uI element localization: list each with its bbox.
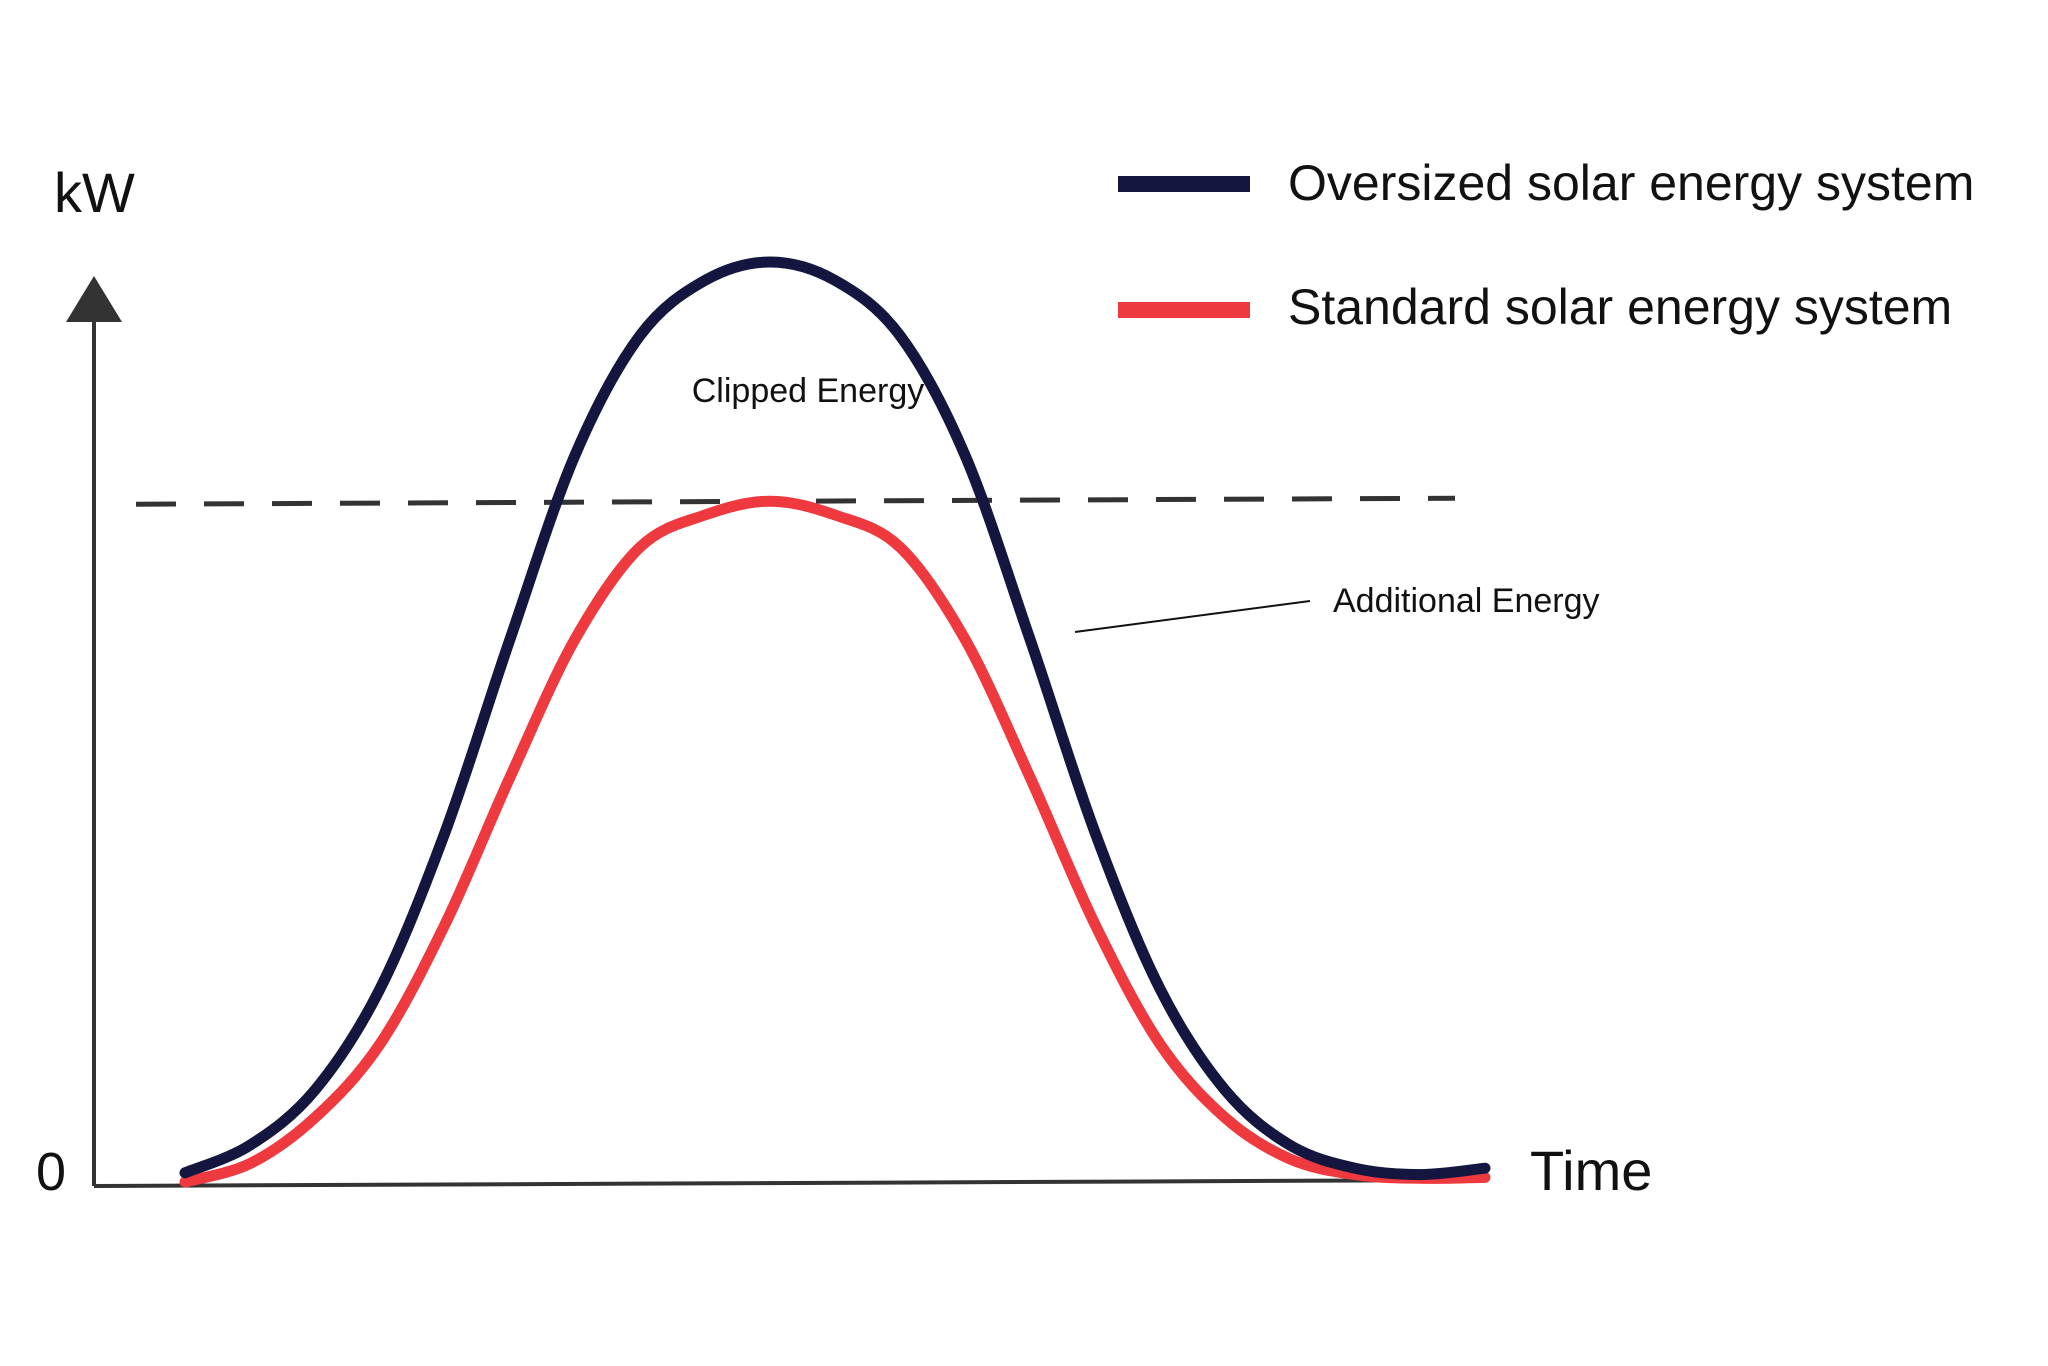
legend: Oversized solar energy system Standard s… — [1118, 155, 1974, 335]
clipping-threshold-line — [135, 495, 1456, 507]
series-line-oversized — [179, 256, 1491, 1181]
x-axis — [93, 1178, 1486, 1188]
additional-energy-leader — [1074, 600, 1311, 633]
y-origin-label: 0 — [36, 1142, 66, 1202]
clipped-energy-annotation: Clipped Energy — [692, 372, 924, 410]
y-axis-arrow-icon — [66, 276, 122, 322]
additional-energy-annotation: Additional Energy — [1333, 582, 1600, 620]
series-line-standard — [179, 495, 1491, 1188]
legend-label-standard: Standard solar energy system — [1288, 279, 1952, 335]
y-axis-label: kW — [54, 161, 135, 224]
series-layer — [179, 256, 1491, 1188]
legend-label-oversized: Oversized solar energy system — [1288, 155, 1974, 211]
x-axis-label: Time — [1530, 1139, 1652, 1202]
